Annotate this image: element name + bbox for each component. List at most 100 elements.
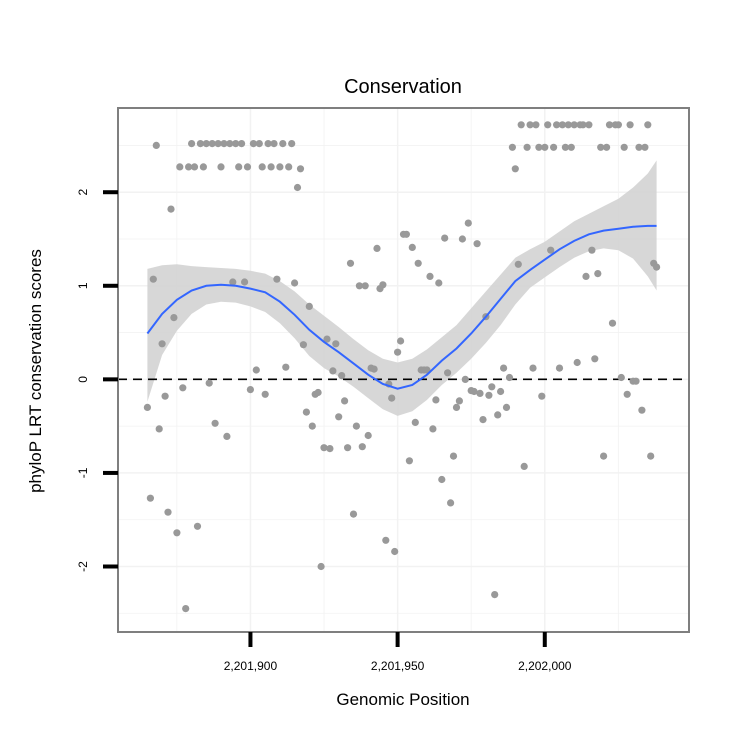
data-point: [573, 358, 581, 367]
data-point: [597, 143, 605, 151]
data-point: [579, 121, 587, 129]
data-point: [349, 510, 358, 518]
data-point: [285, 163, 293, 171]
data-point: [558, 121, 567, 129]
y-tick-label: 0: [76, 376, 90, 383]
data-point: [402, 230, 410, 238]
data-point: [293, 183, 302, 192]
y-axis-ticks: -2 -1 0 1 2: [76, 189, 118, 572]
data-point: [394, 348, 402, 356]
data-point: [299, 341, 307, 349]
data-point: [205, 379, 213, 387]
data-point: [308, 422, 316, 430]
data-point: [214, 140, 222, 148]
data-point: [550, 143, 558, 151]
y-tick-label: 1: [76, 282, 90, 289]
data-point: [641, 143, 649, 151]
data-point: [323, 335, 331, 343]
data-point: [332, 340, 340, 348]
data-point: [341, 397, 349, 405]
data-point: [455, 397, 463, 405]
data-point: [541, 143, 549, 151]
data-point: [296, 165, 305, 173]
data-point: [644, 121, 652, 129]
data-point: [397, 337, 405, 345]
data-point: [226, 140, 234, 148]
data-point: [243, 163, 252, 171]
data-point: [388, 394, 396, 402]
data-point: [653, 263, 661, 271]
data-point: [511, 165, 519, 173]
data-point: [502, 403, 511, 411]
data-point: [435, 279, 443, 287]
data-point: [276, 163, 284, 171]
data-point: [270, 140, 278, 148]
data-point: [491, 591, 499, 599]
data-point: [264, 140, 272, 148]
data-point: [582, 272, 590, 280]
data-point: [143, 403, 151, 411]
data-point: [529, 364, 537, 372]
data-point: [426, 272, 434, 280]
data-point: [600, 452, 608, 460]
data-point: [585, 121, 593, 129]
data-point: [461, 375, 469, 383]
data-point: [408, 243, 416, 251]
data-point: [588, 246, 596, 254]
data-point: [199, 163, 207, 171]
data-point: [620, 143, 628, 151]
data-point: [158, 340, 166, 348]
data-point: [411, 418, 419, 426]
data-point: [208, 140, 216, 148]
data-point: [355, 282, 363, 290]
data-point: [335, 413, 343, 421]
data-point: [567, 143, 575, 151]
data-point: [255, 140, 263, 148]
data-point: [170, 314, 178, 322]
data-point: [232, 140, 240, 148]
data-point: [149, 275, 157, 283]
data-point: [320, 444, 328, 452]
x-tick-label: 2,201,900: [224, 659, 278, 673]
data-point: [188, 140, 196, 148]
smooth-fit-layer: [146, 224, 657, 390]
y-tick-label: -2: [76, 561, 90, 572]
data-point: [267, 163, 275, 171]
data-point: [279, 140, 287, 148]
y-tick-label: 2: [76, 189, 90, 196]
data-point: [614, 121, 623, 129]
data-point: [647, 452, 655, 460]
data-point: [561, 143, 570, 151]
data-point: [261, 390, 269, 398]
data-point: [288, 140, 296, 148]
smooth-fit-line: [146, 224, 657, 390]
data-point: [623, 390, 631, 398]
data-point: [246, 386, 254, 394]
data-point: [603, 143, 611, 151]
data-point: [193, 522, 202, 530]
panel-border: [117, 107, 690, 633]
data-point: [179, 384, 187, 392]
data-point: [352, 422, 360, 430]
data-point: [155, 425, 163, 433]
data-point: [473, 240, 481, 248]
y-tick-label: -1: [76, 467, 90, 478]
data-point: [273, 275, 281, 283]
data-point: [438, 475, 446, 484]
confidence-band-layer: [147, 160, 657, 416]
data-point: [532, 121, 540, 129]
data-point: [570, 121, 578, 129]
data-point: [508, 143, 516, 151]
data-point: [535, 143, 543, 151]
data-point: [447, 499, 455, 507]
data-point: [373, 244, 381, 252]
data-point: [223, 432, 231, 440]
data-point: [346, 259, 355, 267]
confidence-band: [147, 160, 657, 416]
data-point: [364, 431, 372, 440]
data-point: [544, 121, 552, 129]
data-point: [444, 369, 452, 377]
data-point: [326, 445, 334, 453]
data-point: [476, 389, 484, 397]
